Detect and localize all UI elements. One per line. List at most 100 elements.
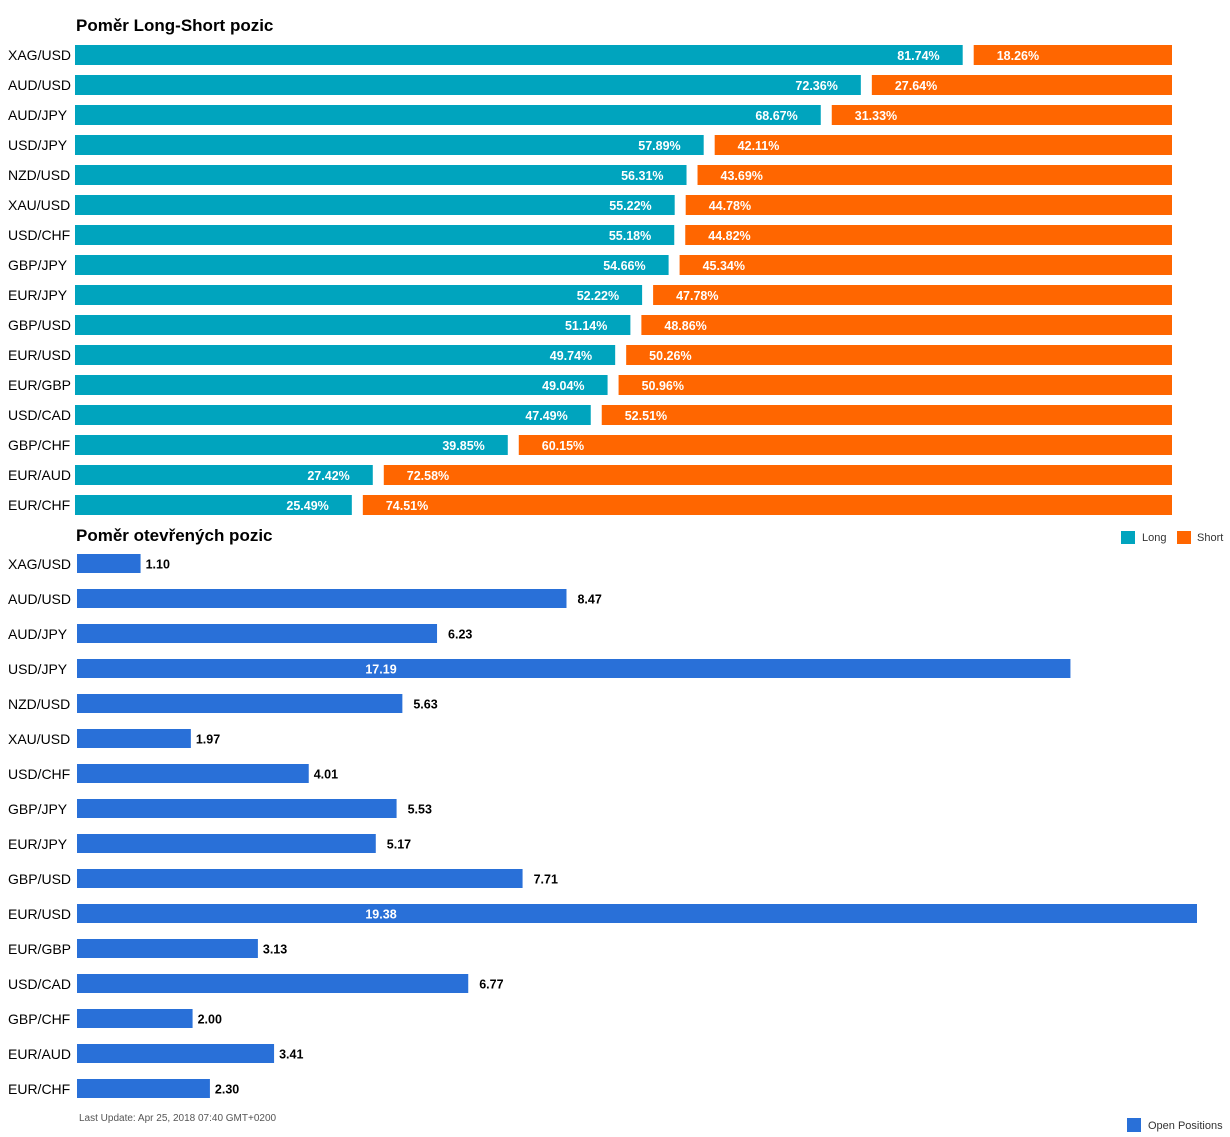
long-bar-gbp-jpy <box>75 255 669 275</box>
long-value-label: 39.85% <box>442 439 484 453</box>
short-bar-xag-usd <box>973 45 1172 65</box>
category-label: AUD/JPY <box>8 626 68 642</box>
long-bar-gbp-chf <box>75 435 508 455</box>
open-positions-value-label: 8.47 <box>577 593 601 607</box>
open-positions-bar-eur-jpy <box>77 834 376 853</box>
long-value-label: 81.74% <box>897 49 939 63</box>
long-value-label: 57.89% <box>638 139 680 153</box>
long-bar-eur-usd <box>75 345 616 365</box>
category-label: GBP/CHF <box>8 1011 70 1027</box>
category-label: GBP/CHF <box>8 437 70 453</box>
last-update-text: Last Update: Apr 25, 2018 07:40 GMT+0200 <box>79 1113 277 1124</box>
long-bar-xau-usd <box>75 195 675 215</box>
short-bar-aud-jpy <box>831 105 1172 125</box>
long-value-label: 68.67% <box>755 109 797 123</box>
category-label: GBP/USD <box>8 317 71 333</box>
legend-swatch-open-positions <box>1127 1118 1141 1132</box>
short-value-label: 44.78% <box>709 199 751 213</box>
open-positions-value-label: 6.77 <box>479 978 503 992</box>
long-value-label: 52.22% <box>577 289 619 303</box>
chart-title-open-positions: Poměr otevřených pozic <box>76 526 273 545</box>
open-positions-value-label: 1.97 <box>196 733 220 747</box>
long-value-label: 55.22% <box>609 199 651 213</box>
open-positions-value-label: 3.41 <box>279 1048 303 1062</box>
open-positions-bar-eur-chf <box>77 1079 210 1098</box>
open-positions-value-label: 17.19 <box>365 663 396 677</box>
open-positions-value-label: 5.63 <box>413 698 437 712</box>
open-positions-bar-gbp-chf <box>77 1009 193 1028</box>
category-label: AUD/USD <box>8 591 71 607</box>
category-label: USD/JPY <box>8 661 68 677</box>
short-value-label: 72.58% <box>407 469 449 483</box>
category-label: EUR/GBP <box>8 941 71 957</box>
open-positions-chart: Poměr otevřených pozic XAG/USD 1.10 AUD/US… <box>8 526 1223 1132</box>
short-bar-gbp-chf <box>518 435 1172 455</box>
long-value-label: 72.36% <box>795 79 837 93</box>
short-bar-nzd-usd <box>697 165 1172 185</box>
category-label: XAG/USD <box>8 556 71 572</box>
short-value-label: 44.82% <box>708 229 750 243</box>
category-label: NZD/USD <box>8 167 70 183</box>
open-positions-value-label: 3.13 <box>263 943 287 957</box>
long-bar-aud-jpy <box>75 105 821 125</box>
legend-label-long: Long <box>1142 532 1166 544</box>
category-label: AUD/JPY <box>8 107 68 123</box>
long-value-label: 49.04% <box>542 379 584 393</box>
category-label: XAU/USD <box>8 731 70 747</box>
short-value-label: 18.26% <box>997 49 1039 63</box>
short-value-label: 43.69% <box>721 169 763 183</box>
category-label: EUR/GBP <box>8 377 71 393</box>
short-bar-eur-gbp <box>618 375 1172 395</box>
open-positions-value-label: 5.17 <box>387 838 411 852</box>
short-value-label: 50.26% <box>649 349 691 363</box>
long-value-label: 27.42% <box>307 469 349 483</box>
short-bar-eur-chf <box>362 495 1172 515</box>
long-value-label: 47.49% <box>525 409 567 423</box>
open-positions-value-label: 5.53 <box>408 803 432 817</box>
legend-long-short: Long Short <box>1121 531 1223 544</box>
open-positions-bar-aud-jpy <box>77 624 438 643</box>
long-bar-usd-jpy <box>75 135 704 155</box>
short-value-label: 47.78% <box>676 289 718 303</box>
category-label: EUR/USD <box>8 906 71 922</box>
open-positions-bar-usd-chf <box>77 764 309 783</box>
open-positions-bar-xag-usd <box>77 554 141 573</box>
long-bar-eur-jpy <box>75 285 643 305</box>
open-positions-bar-xau-usd <box>77 729 191 748</box>
short-bar-usd-chf <box>685 225 1172 245</box>
category-label: USD/CHF <box>8 227 70 243</box>
category-label: XAG/USD <box>8 47 71 63</box>
short-bar-eur-usd <box>626 345 1172 365</box>
long-bar-usd-cad <box>75 405 591 425</box>
open-positions-bar-eur-gbp <box>77 939 258 958</box>
short-bar-usd-jpy <box>714 135 1172 155</box>
long-bar-eur-chf <box>75 495 352 515</box>
short-bar-eur-jpy <box>653 285 1172 305</box>
open-positions-bar-eur-usd <box>77 904 1197 923</box>
open-positions-bar-gbp-jpy <box>77 799 397 818</box>
category-label: EUR/JPY <box>8 287 68 303</box>
category-label: EUR/CHF <box>8 1081 70 1097</box>
long-bar-nzd-usd <box>75 165 687 185</box>
open-positions-bar-aud-usd <box>77 589 567 608</box>
legend-open-positions: Open Positions <box>1127 1118 1223 1132</box>
category-label: EUR/CHF <box>8 497 70 513</box>
long-value-label: 54.66% <box>603 259 645 273</box>
short-value-label: 52.51% <box>625 409 667 423</box>
legend-label-short: Short <box>1197 532 1223 544</box>
open-positions-value-label: 2.00 <box>198 1013 222 1027</box>
long-value-label: 51.14% <box>565 319 607 333</box>
long-bar-eur-gbp <box>75 375 608 395</box>
open-positions-value-label: 2.30 <box>215 1083 239 1097</box>
category-label: USD/CAD <box>8 407 71 423</box>
category-label: USD/CAD <box>8 976 71 992</box>
category-label: USD/JPY <box>8 137 68 153</box>
category-label: GBP/JPY <box>8 257 68 273</box>
category-label: AUD/USD <box>8 77 71 93</box>
long-bar-aud-usd <box>75 75 861 95</box>
short-value-label: 60.15% <box>542 439 584 453</box>
open-positions-value-label: 7.71 <box>534 873 558 887</box>
category-label: EUR/JPY <box>8 836 68 852</box>
legend-label-open-positions: Open Positions <box>1148 1120 1223 1132</box>
